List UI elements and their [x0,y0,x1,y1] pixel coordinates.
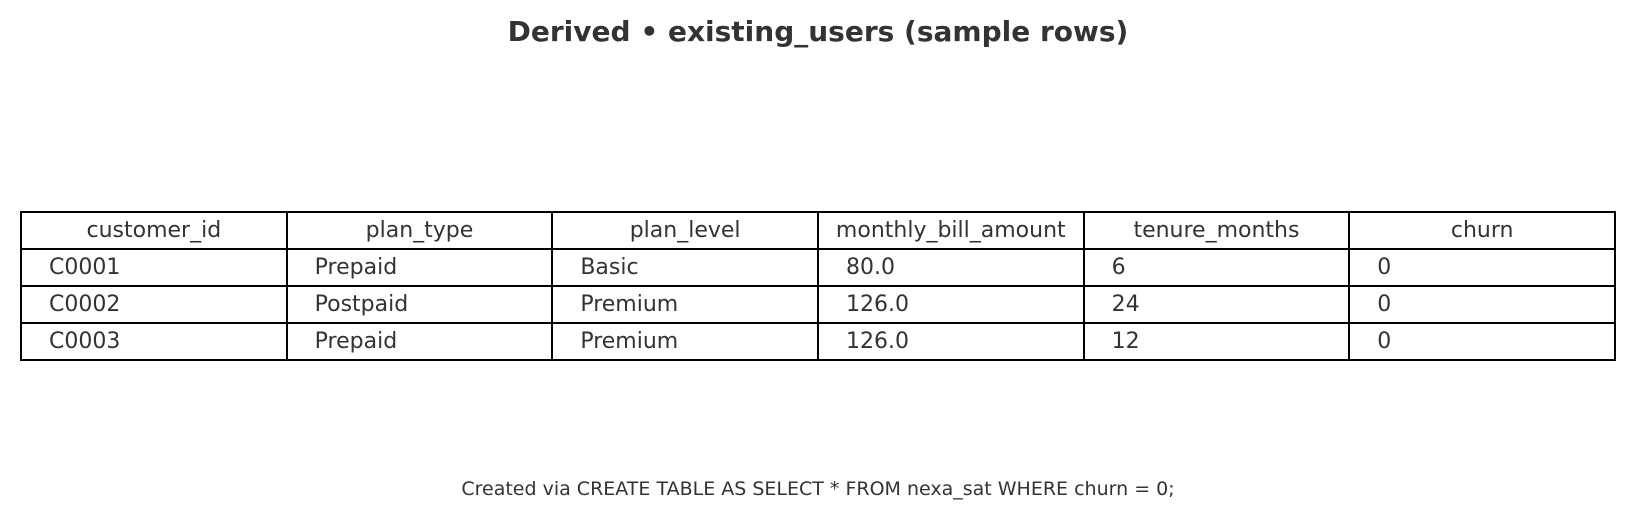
column-header: churn [1348,211,1616,250]
table-row: C0001 Prepaid Basic 80.0 6 0 [20,248,1616,287]
column-header: plan_type [285,211,554,250]
table-cell: Premium [551,322,819,361]
table-row: C0003 Prepaid Premium 126.0 12 0 [20,322,1616,361]
table-cell: 126.0 [816,285,1085,324]
table-cell: Prepaid [285,248,554,287]
table-title: Derived • existing_users (sample rows) [507,15,1129,48]
table-cell: C0001 [20,248,288,287]
data-table: customer_id plan_type plan_level monthly… [20,211,1616,361]
table-header-row: customer_id plan_type plan_level monthly… [20,211,1616,250]
table-cell: 0 [1348,285,1616,324]
table-cell: 12 [1082,322,1351,361]
table-cell: 0 [1348,322,1616,361]
table-cell: 0 [1348,248,1616,287]
table-cell: Basic [551,248,819,287]
column-header: plan_level [551,211,819,250]
table-cell: C0002 [20,285,288,324]
table-cell: 6 [1082,248,1351,287]
column-header: monthly_bill_amount [816,211,1085,250]
table-cell: C0003 [20,322,288,361]
table-cell: 126.0 [816,322,1085,361]
table-cell: Premium [551,285,819,324]
table-row: C0002 Postpaid Premium 126.0 24 0 [20,285,1616,324]
table-cell: Postpaid [285,285,554,324]
column-header: tenure_months [1082,211,1351,250]
footnote: Created via CREATE TABLE AS SELECT * FRO… [461,478,1175,500]
table-cell: 24 [1082,285,1351,324]
table-cell: Prepaid [285,322,554,361]
column-header: customer_id [20,211,288,250]
table-cell: 80.0 [816,248,1085,287]
